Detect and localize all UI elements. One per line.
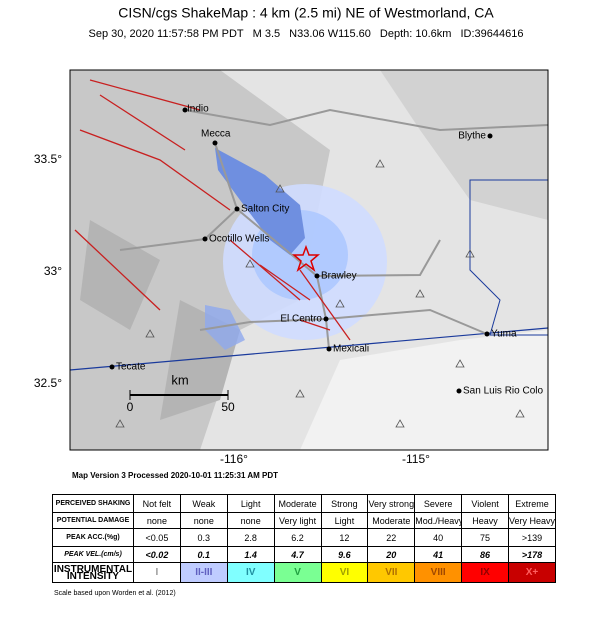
table-cell: 0.1: [179, 546, 228, 563]
table-cell: Strong: [320, 494, 369, 513]
row-header: PERCEIVED SHAKING: [52, 494, 134, 513]
table-cell: Moderate: [367, 512, 416, 529]
city-label: Blythe: [458, 131, 486, 142]
city-label: Salton City: [241, 204, 289, 215]
city-label: Mecca: [201, 129, 231, 140]
table-cell: V: [273, 562, 322, 583]
table-cell: VII: [367, 562, 416, 583]
table-cell: Heavy: [461, 512, 509, 529]
map-area: [69, 69, 549, 451]
table-cell: Weak: [179, 494, 228, 513]
table-cell: >139: [508, 528, 556, 547]
subtitle-part: ID:39644616: [460, 28, 523, 40]
table-cell: Not felt: [133, 494, 181, 513]
table-cell: IX: [461, 562, 509, 583]
row-header: INSTRUMENTAL INTENSITY: [52, 562, 134, 583]
table-row: PEAK VEL.(cm/s) <0.02 0.1 1.4 4.7 9.6 20 41 86 >1…: [52, 546, 556, 563]
table-cell: 40: [414, 528, 463, 547]
scale-tick: 0: [127, 400, 134, 414]
table-cell: Very light: [273, 512, 322, 529]
lon-label: -115°: [402, 452, 430, 466]
city-marker: [484, 331, 490, 337]
table-cell: <0.05: [133, 528, 181, 547]
table-cell: Very strong: [367, 494, 416, 513]
table-cell: 75: [461, 528, 509, 547]
scale-unit: km: [171, 372, 188, 387]
table-row: INSTRUMENTAL INTENSITY I II-III IV V VI VII VII…: [52, 562, 556, 583]
table-cell: VI: [320, 562, 369, 583]
city-label: San Luis Rio Colo: [463, 386, 543, 397]
city-marker: [323, 316, 329, 322]
table-cell: I: [133, 562, 181, 583]
city-marker: [202, 236, 208, 242]
city-label: Mexicali: [333, 344, 369, 355]
city-label: Brawley: [321, 271, 357, 282]
table-cell: 1.4: [226, 546, 275, 563]
city-label: Ocotillo Wells: [209, 234, 269, 245]
city-marker: [326, 346, 332, 352]
table-cell: X+: [508, 562, 556, 583]
table-cell: IV: [226, 562, 275, 583]
table-cell: Severe: [414, 494, 463, 513]
row-header: PEAK ACC.(%g): [52, 528, 134, 547]
table-cell: Moderate: [273, 494, 322, 513]
row-header: POTENTIAL DAMAGE: [52, 512, 134, 529]
table-cell: 2.8: [226, 528, 275, 547]
subtitle-part: Depth: 10.6km: [380, 28, 452, 40]
table-row: PEAK ACC.(%g) <0.05 0.3 2.8 6.2 12 22 40 75 >139: [52, 528, 556, 547]
table-cell: VIII: [414, 562, 463, 583]
table-cell: 41: [414, 546, 463, 563]
footer: Scale based upon Worden et al. (2012): [54, 590, 176, 597]
cities: Indio Mecca Blythe Salton City Ocotillo Well…: [109, 104, 543, 397]
table-cell: II-III: [179, 562, 228, 583]
subtitle: Sep 30, 2020 11:57:58 PM PDT M 3.5 N33.06 …: [89, 28, 524, 40]
table-cell: none: [226, 512, 275, 529]
table-cell: 22: [367, 528, 416, 547]
city-label: El Centro: [280, 314, 322, 325]
table-row: POTENTIAL DAMAGE none none none Very light Li…: [52, 512, 556, 529]
table-cell: Light: [320, 512, 369, 529]
scale-tick: 50: [221, 400, 235, 414]
row-header: PEAK VEL.(cm/s): [52, 546, 134, 563]
table-cell: none: [133, 512, 181, 529]
city-marker: [182, 107, 188, 113]
table-cell: Violent: [461, 494, 509, 513]
subtitle-part: Sep 30, 2020 11:57:58 PM PDT: [89, 28, 244, 40]
table-cell: Very Heavy: [508, 512, 556, 529]
table-cell: >178: [508, 546, 556, 563]
city-marker: [109, 364, 115, 370]
city-label: Yuma: [491, 329, 517, 340]
subtitle-part: N33.06 W115.60: [289, 28, 371, 40]
title: CISN/cgs ShakeMap : 4 km (2.5 mi) NE of …: [118, 5, 494, 21]
version: Map Version 3 Processed 2020-10-01 11:25…: [72, 471, 278, 480]
city-marker: [234, 206, 240, 212]
table-cell: 6.2: [273, 528, 322, 547]
city-label: Tecate: [116, 362, 146, 373]
table-cell: 9.6: [320, 546, 369, 563]
city-marker: [212, 140, 218, 146]
subtitle-part: M 3.5: [253, 28, 281, 40]
lat-label: 32.5°: [34, 376, 62, 390]
table-cell: Extreme: [508, 494, 556, 513]
city-marker: [487, 133, 493, 139]
city-marker: [456, 388, 462, 394]
city-marker: [314, 273, 320, 279]
table-cell: 4.7: [273, 546, 322, 563]
table-cell: <0.02: [133, 546, 181, 563]
intensity-table: PERCEIVED SHAKING Not felt Weak Light Modera…: [52, 494, 556, 583]
table-cell: 86: [461, 546, 509, 563]
table-cell: 12: [320, 528, 369, 547]
table-row: PERCEIVED SHAKING Not felt Weak Light Modera…: [52, 494, 556, 513]
city-label: Indio: [187, 104, 209, 115]
lat-label: 33°: [44, 264, 62, 278]
table-cell: Mod./Heavy: [414, 512, 463, 529]
table-cell: 20: [367, 546, 416, 563]
table-cell: none: [179, 512, 228, 529]
lon-label: -116°: [220, 452, 248, 466]
table-cell: Light: [226, 494, 275, 513]
lat-label: 33.5°: [34, 152, 62, 166]
table-cell: 0.3: [179, 528, 228, 547]
